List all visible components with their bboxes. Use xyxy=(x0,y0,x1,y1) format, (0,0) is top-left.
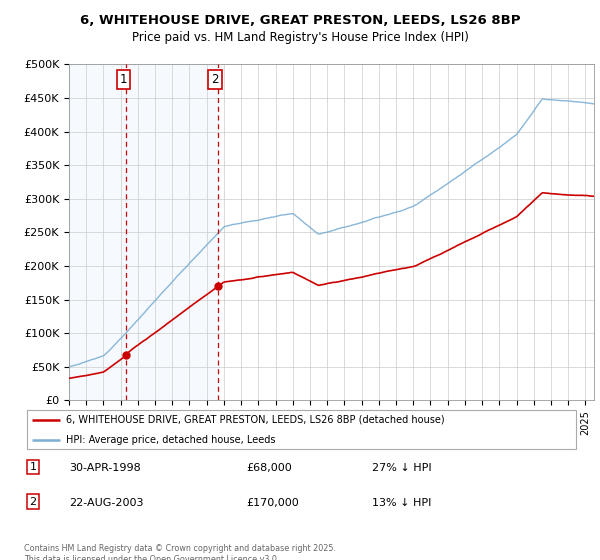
Bar xyxy=(127,64,218,400)
Text: HPI: Average price, detached house, Leeds: HPI: Average price, detached house, Leed… xyxy=(66,435,275,445)
FancyBboxPatch shape xyxy=(27,410,577,449)
Text: 6, WHITEHOUSE DRIVE, GREAT PRESTON, LEEDS, LS26 8BP: 6, WHITEHOUSE DRIVE, GREAT PRESTON, LEED… xyxy=(80,14,520,27)
Bar xyxy=(69,64,127,400)
Text: 2: 2 xyxy=(211,73,219,86)
Text: Contains HM Land Registry data © Crown copyright and database right 2025.
This d: Contains HM Land Registry data © Crown c… xyxy=(24,544,336,560)
Text: Price paid vs. HM Land Registry's House Price Index (HPI): Price paid vs. HM Land Registry's House … xyxy=(131,31,469,44)
Text: £68,000: £68,000 xyxy=(246,463,292,473)
Text: 1: 1 xyxy=(29,462,37,472)
Text: 13% ↓ HPI: 13% ↓ HPI xyxy=(372,498,431,508)
Text: 6, WHITEHOUSE DRIVE, GREAT PRESTON, LEEDS, LS26 8BP (detached house): 6, WHITEHOUSE DRIVE, GREAT PRESTON, LEED… xyxy=(66,415,445,424)
Text: £170,000: £170,000 xyxy=(246,498,299,508)
Text: 1: 1 xyxy=(120,73,127,86)
Text: 22-AUG-2003: 22-AUG-2003 xyxy=(69,498,143,508)
Text: 30-APR-1998: 30-APR-1998 xyxy=(69,463,141,473)
Text: 27% ↓ HPI: 27% ↓ HPI xyxy=(372,463,431,473)
Text: 2: 2 xyxy=(29,497,37,507)
